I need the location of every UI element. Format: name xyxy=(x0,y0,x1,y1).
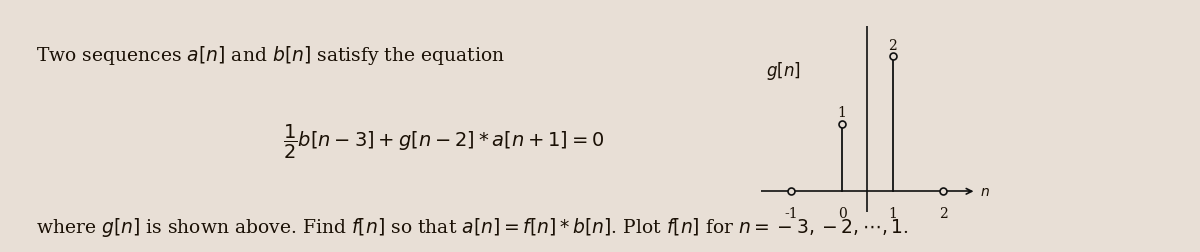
Text: 1: 1 xyxy=(838,106,846,120)
Text: $n$: $n$ xyxy=(980,184,990,199)
Text: -1: -1 xyxy=(785,206,798,220)
Text: $g[n]$: $g[n]$ xyxy=(766,60,800,81)
Text: $\dfrac{1}{2}b[n-3] + g[n-2] * a[n+1] = 0$: $\dfrac{1}{2}b[n-3] + g[n-2] * a[n+1] = … xyxy=(283,122,605,160)
Text: Two sequences $a[n]$ and $b[n]$ satisfy the equation: Two sequences $a[n]$ and $b[n]$ satisfy … xyxy=(36,44,505,67)
Text: 0: 0 xyxy=(838,206,846,220)
Text: 1: 1 xyxy=(888,206,898,220)
Text: where $g[n]$ is shown above. Find $f[n]$ so that $a[n] = f[n]*b[n]$. Plot $f[n]$: where $g[n]$ is shown above. Find $f[n]$… xyxy=(36,215,908,238)
Text: 2: 2 xyxy=(888,39,898,52)
Text: 2: 2 xyxy=(940,206,948,220)
